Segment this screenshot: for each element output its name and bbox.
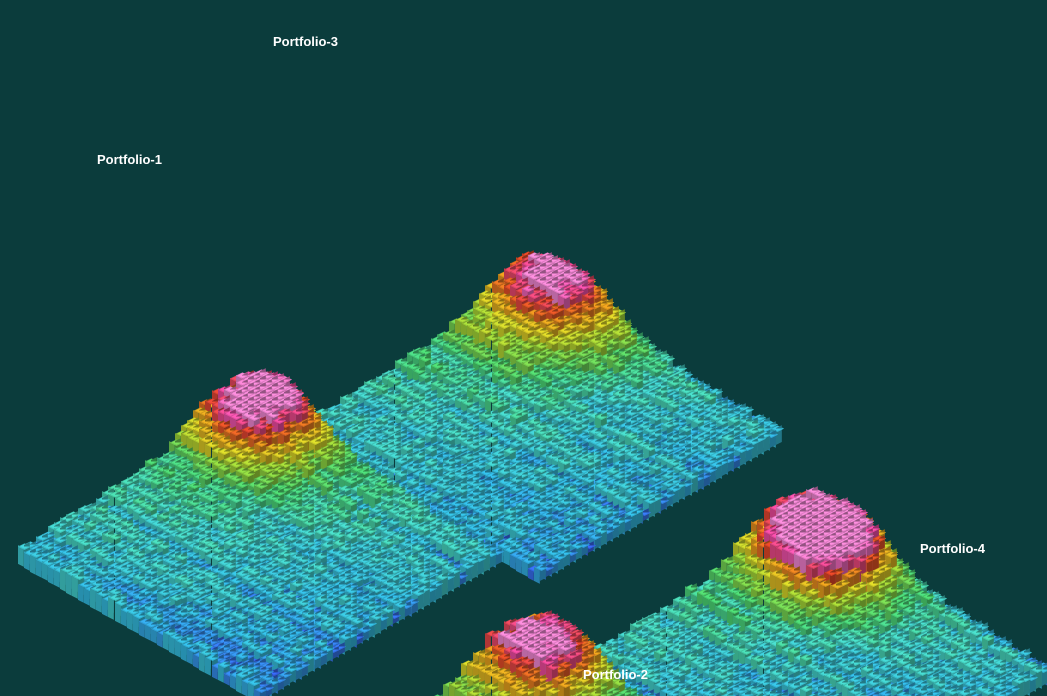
label-portfolio-1: Portfolio-1 [97,152,162,167]
label-portfolio-3: Portfolio-3 [273,34,338,49]
label-portfolio-4: Portfolio-4 [920,541,985,556]
chart-stage: Portfolio-1 Portfolio-3 Portfolio-2 Port… [0,0,1047,696]
label-portfolio-2: Portfolio-2 [583,667,648,682]
